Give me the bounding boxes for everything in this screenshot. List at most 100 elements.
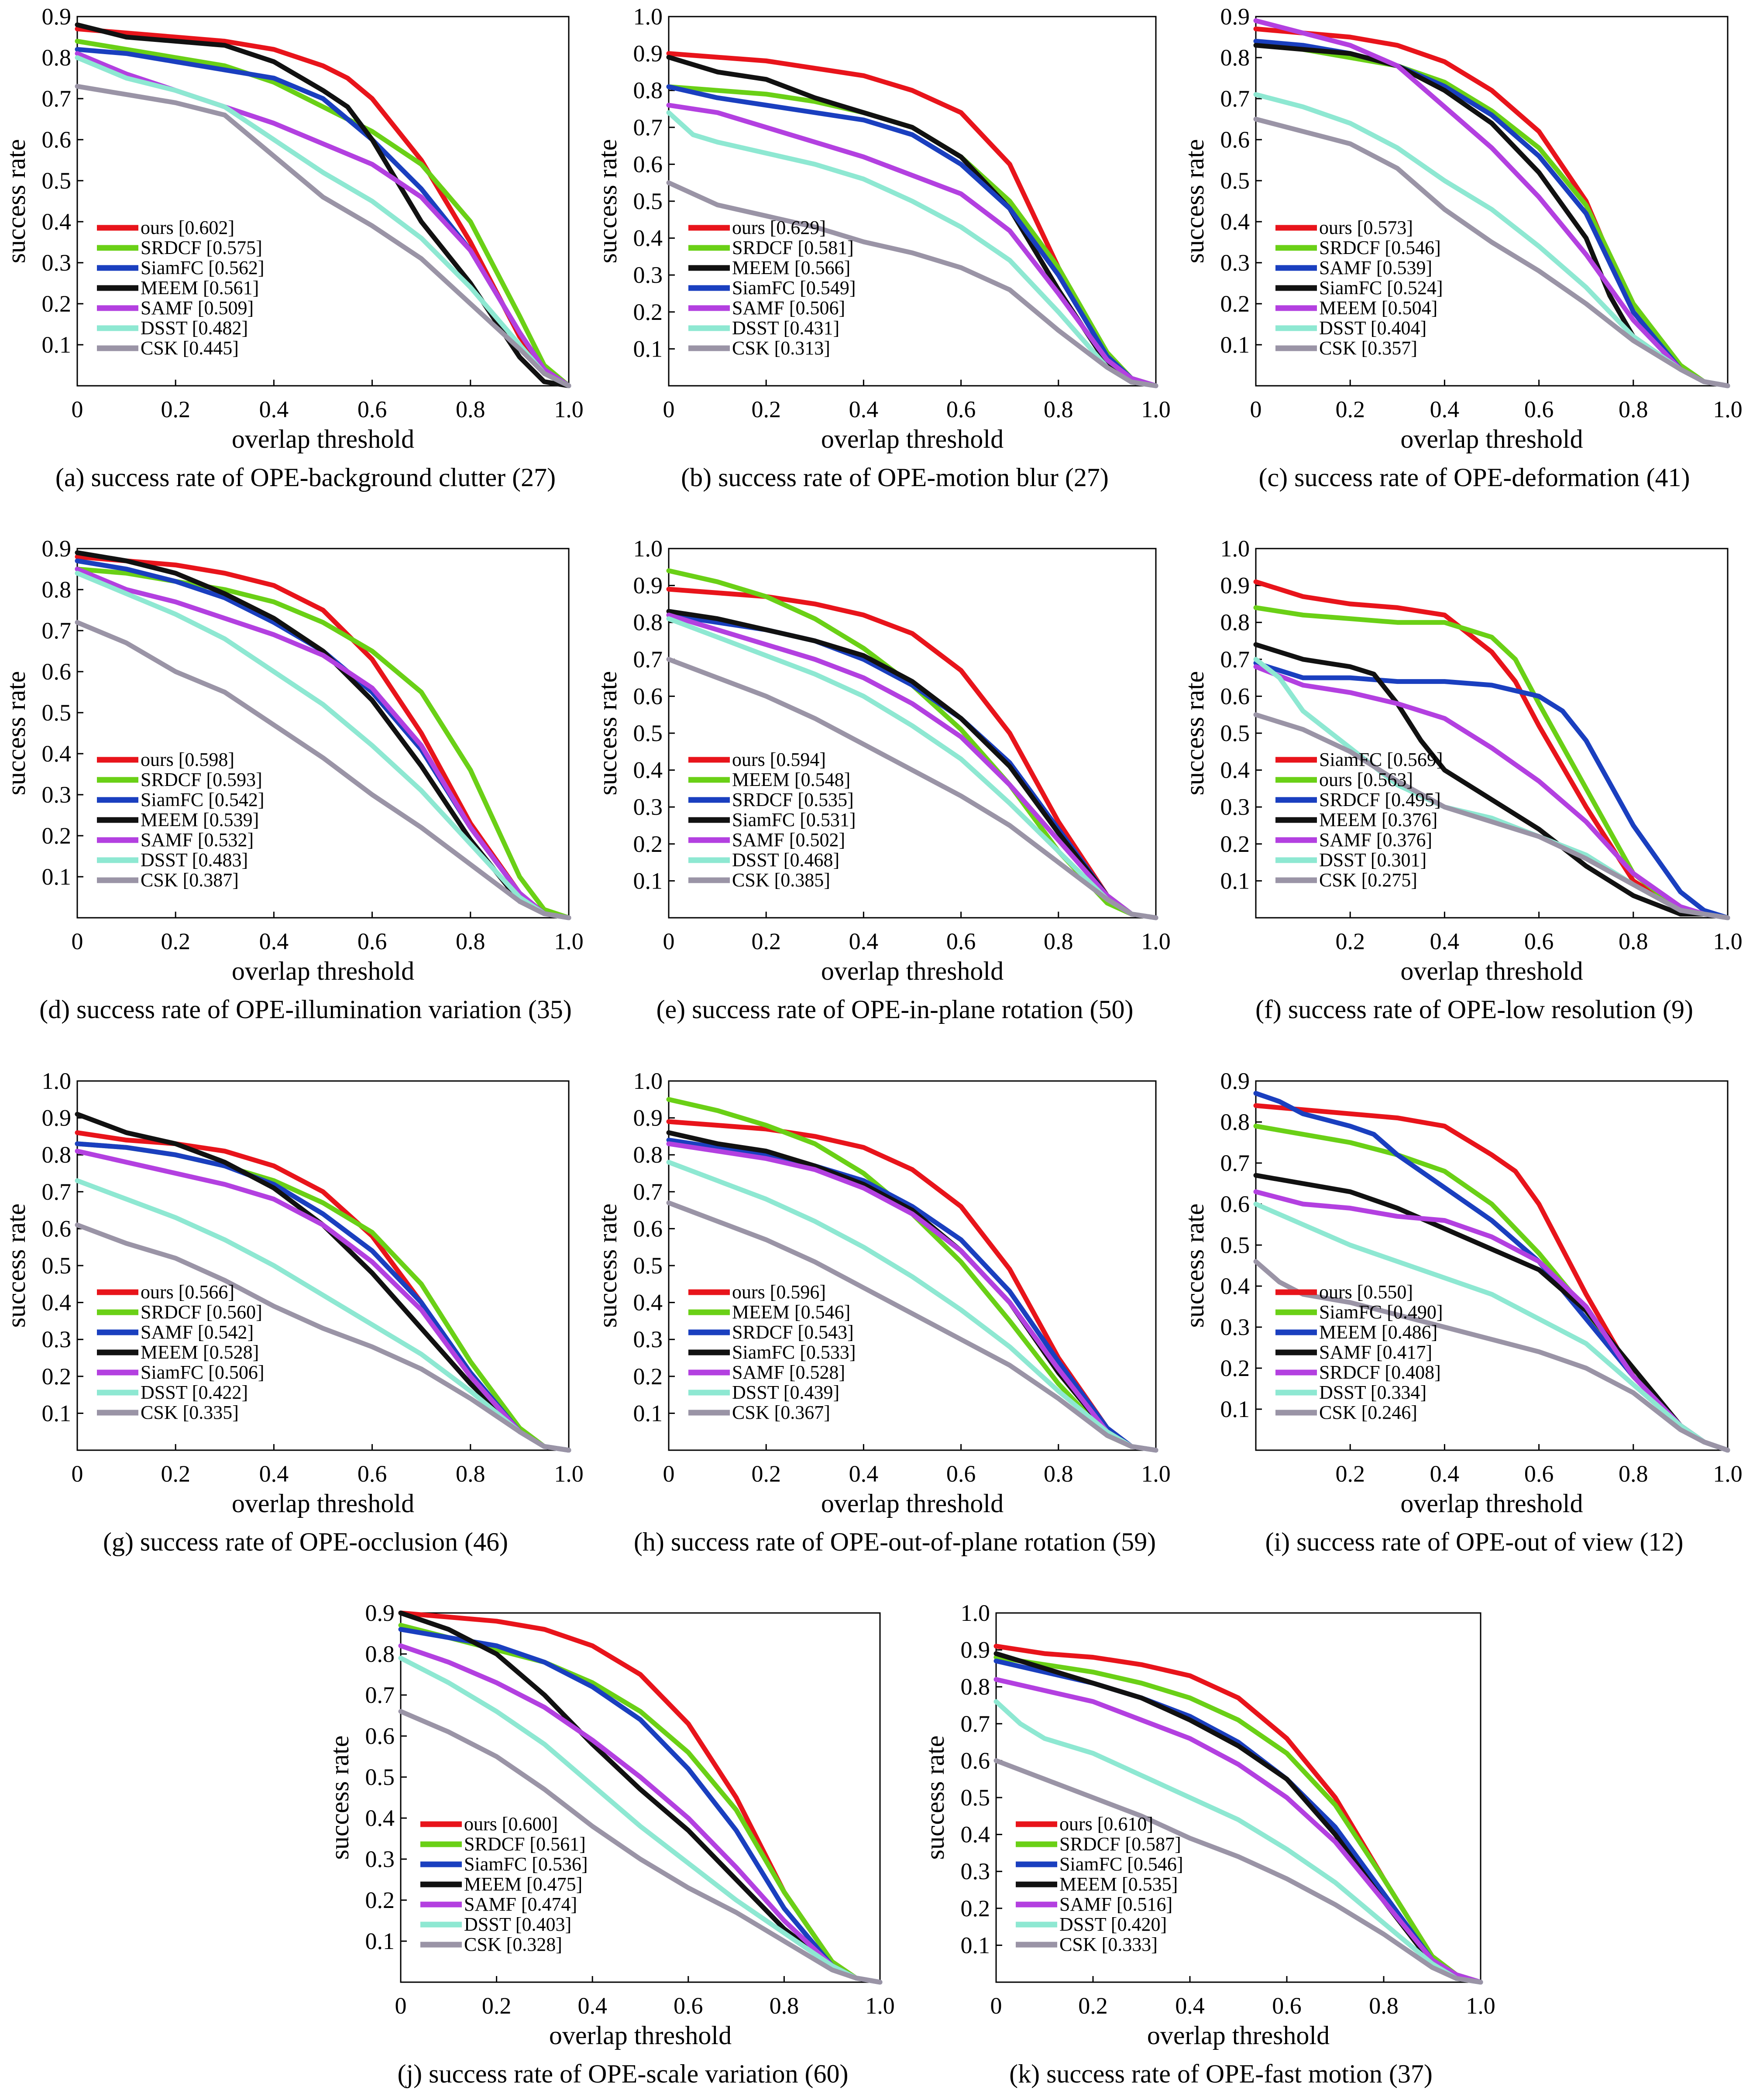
x-tick-label: 0.8 <box>1619 1461 1648 1487</box>
chart-caption: (h) success rate of OPE-out-of-plane rot… <box>634 1527 1156 1556</box>
y-tick-label: 0.7 <box>633 1179 663 1205</box>
legend-entry: ours [0.573] <box>1319 217 1413 238</box>
x-tick-label: 0.4 <box>259 396 289 422</box>
y-tick-label: 0.9 <box>42 3 72 30</box>
y-tick-label: 0.3 <box>42 250 72 276</box>
legend-entry: ours [0.629] <box>732 217 826 238</box>
legend-entry: SiamFC [0.533] <box>732 1342 856 1363</box>
series-line-srdcf <box>993 1655 1483 1985</box>
legend-entry: CSK [0.335] <box>141 1402 239 1423</box>
y-axis-label: success rate <box>593 1204 622 1328</box>
y-tick-label: 1.0 <box>633 3 663 30</box>
y-tick-label: 0.9 <box>1220 3 1250 30</box>
y-axis-label: success rate <box>593 671 622 796</box>
y-tick-label: 0.2 <box>1220 291 1250 317</box>
y-tick-label: 0.2 <box>42 291 72 317</box>
x-axis-label: overlap threshold <box>232 1489 414 1518</box>
legend-entry: ours [0.610] <box>1059 1813 1153 1835</box>
legend-entry: SAMF [0.539] <box>1319 257 1432 278</box>
y-tick-label: 0.7 <box>42 618 72 644</box>
x-tick-label: 0.6 <box>946 396 976 422</box>
chart-caption: (b) success rate of OPE-motion blur (27) <box>681 463 1109 492</box>
plot-frame <box>1255 1080 1729 1451</box>
chart-caption: (i) success rate of OPE-out of view (12) <box>1265 1527 1683 1556</box>
x-tick-label: 0.8 <box>1044 1461 1073 1487</box>
y-tick-label: 0.7 <box>365 1682 395 1708</box>
chart-panel-5: 0.1 0.2 0.3 0.4 0.5 0.6 0.7 0.8 0.9 1.0 0.2 0.4 0.6 0… <box>1180 535 1743 1024</box>
legend-entry: MEEM [0.475] <box>464 1874 582 1895</box>
y-axis-label: success rate <box>1180 1204 1209 1328</box>
series-line-csk <box>666 1200 1158 1453</box>
x-tick-label: 0.2 <box>161 396 190 422</box>
y-tick-label: 0.6 <box>633 683 663 709</box>
x-tick-label: 0.4 <box>849 1461 879 1487</box>
legend-entry: MEEM [0.548] <box>732 769 850 790</box>
x-tick-label: 0.4 <box>849 396 879 422</box>
y-tick-label: 0.8 <box>633 609 663 635</box>
series-line-srdcf <box>1253 38 1730 388</box>
y-tick-label: 0.7 <box>961 1711 990 1737</box>
legend-entry: CSK [0.275] <box>1319 869 1417 891</box>
y-tick-label: 0.1 <box>633 336 663 362</box>
x-tick-label: 0.2 <box>1335 396 1365 422</box>
x-tick-label: 1.0 <box>1141 928 1171 954</box>
legend-entry: DSST [0.468] <box>732 849 839 871</box>
y-tick-label: 0.9 <box>42 535 72 562</box>
y-tick-label: 0.4 <box>633 225 663 251</box>
chart-panel-7: 0.1 0.2 0.3 0.4 0.5 0.6 0.7 0.8 0.9 1.0 0 0.2 0.4 0.6… <box>593 1068 1171 1556</box>
series-line-meem <box>1253 642 1730 920</box>
y-tick-label: 0.7 <box>1220 1150 1250 1176</box>
x-tick-label: 0.2 <box>751 928 781 954</box>
y-tick-label: 0.9 <box>42 1105 72 1131</box>
y-tick-label: 0.1 <box>42 864 72 890</box>
x-tick-label: 1.0 <box>554 396 584 422</box>
y-tick-label: 0.5 <box>42 700 72 726</box>
legend-entry: SiamFC [0.549] <box>732 277 856 299</box>
legend-entry: SRDCF [0.495] <box>1319 789 1441 810</box>
y-tick-label: 0.2 <box>1220 831 1250 857</box>
x-axis-label: overlap threshold <box>1147 2021 1330 2050</box>
series-line-meem <box>75 22 571 388</box>
y-tick-label: 0.3 <box>1220 1314 1250 1340</box>
y-tick-label: 0.4 <box>42 741 72 767</box>
x-tick-label: 1.0 <box>1141 396 1171 422</box>
y-tick-label: 0.3 <box>42 782 72 808</box>
legend-entry: CSK [0.328] <box>464 1934 562 1955</box>
legend-entry: SAMF [0.528] <box>732 1362 845 1383</box>
x-tick-label: 1.0 <box>1713 928 1743 954</box>
x-tick-label: 0.4 <box>1175 1993 1205 2019</box>
y-axis-label: success rate <box>2 1204 31 1328</box>
y-tick-label: 0.7 <box>1220 86 1250 112</box>
y-tick-label: 0.7 <box>633 114 663 141</box>
y-tick-label: 0.8 <box>1220 609 1250 635</box>
legend-entry: CSK [0.445] <box>141 337 239 359</box>
x-tick-label: 1.0 <box>1141 1461 1171 1487</box>
x-tick-label: 0 <box>72 396 83 422</box>
y-tick-label: 1.0 <box>633 535 663 562</box>
x-tick-label: 0.6 <box>1524 396 1554 422</box>
y-tick-label: 1.0 <box>633 1068 663 1094</box>
legend-entry: SRDCF [0.408] <box>1319 1362 1441 1383</box>
legend-entry: ours [0.598] <box>141 749 234 770</box>
chart-panel-1: 0.1 0.2 0.3 0.4 0.5 0.6 0.7 0.8 0.9 1.0 0 0.2 0.4 0.6… <box>593 3 1171 492</box>
y-tick-label: 0.6 <box>633 1215 663 1242</box>
legend-entry: MEEM [0.528] <box>141 1342 259 1363</box>
legend-entry: SRDCF [0.535] <box>732 789 854 810</box>
x-axis-label: overlap threshold <box>1400 957 1583 985</box>
y-tick-label: 0.2 <box>42 823 72 849</box>
series-line-dsst <box>398 1655 883 1985</box>
chart-panel-3: 0.1 0.2 0.3 0.4 0.5 0.6 0.7 0.8 0.9 0 0.2 0.4 0.6 0.8… <box>2 535 584 1024</box>
legend-entry: SAMF [0.474] <box>464 1894 577 1915</box>
x-tick-label: 0.4 <box>1430 928 1460 954</box>
x-tick-label: 0 <box>990 1993 1002 2019</box>
y-tick-label: 0.3 <box>1220 794 1250 820</box>
legend-entry: SiamFC [0.524] <box>1319 277 1443 299</box>
y-tick-label: 0.6 <box>633 151 663 177</box>
y-tick-label: 0.2 <box>633 299 663 325</box>
chart-caption: (g) success rate of OPE-occlusion (46) <box>103 1527 508 1556</box>
y-tick-label: 0.1 <box>633 868 663 894</box>
x-tick-label: 0.2 <box>751 396 781 422</box>
x-tick-label: 0.4 <box>1430 396 1460 422</box>
series-line-csk <box>1253 117 1730 388</box>
